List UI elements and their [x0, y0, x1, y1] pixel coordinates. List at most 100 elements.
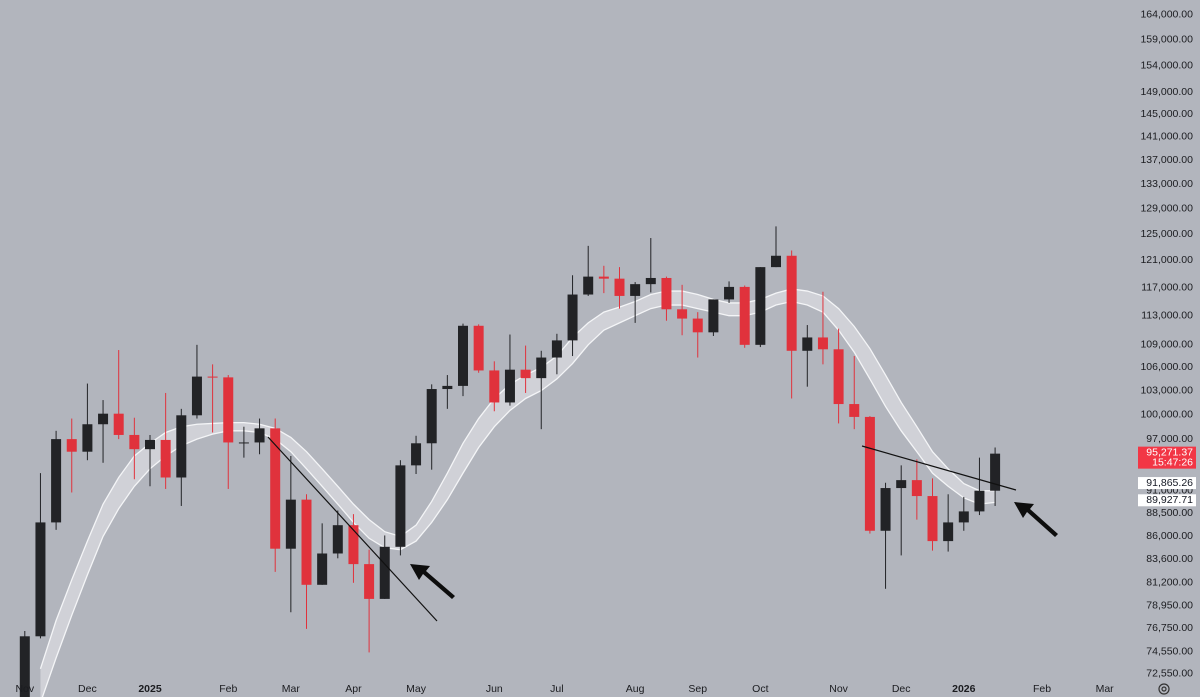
candle-body — [802, 337, 813, 351]
candle-body — [598, 276, 609, 279]
y-tick-label: 81,200.00 — [1146, 577, 1193, 589]
x-tick-label: Sep — [688, 683, 707, 695]
arrow — [410, 564, 455, 599]
candle-body — [270, 428, 281, 549]
price-label-box — [1138, 446, 1196, 469]
candle-body — [442, 385, 453, 390]
candle-body — [207, 376, 218, 378]
y-tick-label: 133,000.00 — [1140, 178, 1193, 190]
candle-body — [176, 415, 187, 478]
x-tick-label: May — [406, 683, 427, 695]
price-label-time: 15:47:26 — [1152, 456, 1193, 468]
candle-body — [708, 299, 719, 333]
price-label: 89,927.71 — [1146, 494, 1193, 506]
candle-body — [82, 424, 93, 452]
candle-body — [301, 499, 312, 585]
candle-body — [223, 377, 234, 443]
y-tick-label: 88,500.00 — [1146, 507, 1193, 519]
candle-body — [285, 499, 296, 549]
y-tick-label: 83,600.00 — [1146, 553, 1193, 565]
candle-body — [567, 294, 578, 341]
x-tick-label: 2026 — [952, 683, 976, 695]
candle-body — [677, 309, 688, 319]
candle-body — [849, 404, 860, 417]
candle-body — [614, 278, 625, 296]
candle-body — [473, 325, 484, 371]
price-label: 91,865.26 — [1146, 477, 1193, 489]
x-tick-label: Nov — [829, 683, 848, 695]
x-tick-label: Aug — [626, 683, 645, 695]
candle-body — [771, 255, 781, 268]
y-tick-label: 145,000.00 — [1140, 108, 1193, 120]
candle-body — [958, 511, 969, 523]
candle-body — [98, 413, 109, 425]
y-tick-label: 86,000.00 — [1146, 530, 1193, 542]
y-tick-label: 121,000.00 — [1140, 254, 1193, 266]
x-tick-label: Oct — [752, 683, 768, 695]
candle-body — [536, 357, 547, 379]
ribbon-line — [39, 288, 996, 670]
candle-body — [943, 522, 954, 542]
trend-line — [861, 445, 1017, 491]
candle-body — [833, 349, 844, 405]
x-tick-label: 2025 — [138, 683, 162, 695]
candle-body — [786, 255, 797, 351]
candle-body — [990, 453, 1001, 491]
x-tick-label: Dec — [892, 683, 911, 695]
y-tick-label: 72,550.00 — [1146, 668, 1193, 680]
candle-body — [583, 276, 594, 295]
gear-inner — [1161, 686, 1167, 692]
candle-body — [864, 416, 875, 531]
candle-body — [317, 553, 328, 585]
candle-body — [66, 439, 77, 452]
candle-body — [692, 318, 703, 333]
candle-body — [724, 286, 735, 300]
candle-body — [630, 284, 641, 296]
candle-body — [755, 267, 766, 345]
candle-body — [395, 465, 406, 547]
x-tick-label: Mar — [1096, 683, 1115, 695]
trend-line — [267, 436, 438, 622]
candle-body — [974, 490, 985, 512]
arrow — [1014, 502, 1058, 537]
candle-body — [145, 439, 155, 450]
y-tick-label: 106,000.00 — [1140, 361, 1193, 373]
y-tick-label: 113,000.00 — [1141, 309, 1193, 321]
y-tick-label: 117,000.00 — [1141, 281, 1193, 293]
candle-body — [896, 480, 907, 489]
y-tick-label: 78,950.00 — [1146, 599, 1193, 611]
candle-body — [348, 525, 359, 565]
candles-layer — [19, 226, 1001, 697]
candle-body — [19, 636, 30, 697]
y-tick-label: 137,000.00 — [1140, 154, 1193, 166]
y-tick-label: 154,000.00 — [1140, 59, 1193, 71]
y-tick-label: 76,750.00 — [1146, 622, 1193, 634]
candle-body — [661, 277, 672, 310]
candle-body — [113, 413, 124, 435]
candle-body — [35, 522, 46, 637]
x-tick-label: Jun — [486, 683, 503, 695]
y-tick-label: 141,000.00 — [1140, 131, 1193, 143]
candle-body — [817, 337, 828, 350]
y-tick-label: 164,000.00 — [1140, 8, 1193, 20]
candle-body — [927, 496, 938, 542]
candle-body — [332, 525, 343, 554]
settings-icon[interactable] — [1158, 683, 1170, 695]
candle-body — [911, 480, 922, 497]
candle-body — [458, 325, 468, 386]
candle-body — [520, 369, 531, 379]
candle-body — [379, 546, 390, 599]
candle-body — [426, 389, 437, 444]
x-tick-label: Mar — [282, 683, 301, 695]
x-tick-label: Apr — [345, 683, 362, 695]
candle-body — [254, 428, 265, 443]
candle-body — [191, 376, 202, 416]
y-tick-label: 97,000.00 — [1146, 433, 1193, 445]
price-label: 95,271.37 — [1146, 446, 1193, 458]
x-tick-label: Dec — [78, 683, 97, 695]
candle-body — [645, 277, 656, 285]
x-tick-label: Feb — [1033, 683, 1051, 695]
